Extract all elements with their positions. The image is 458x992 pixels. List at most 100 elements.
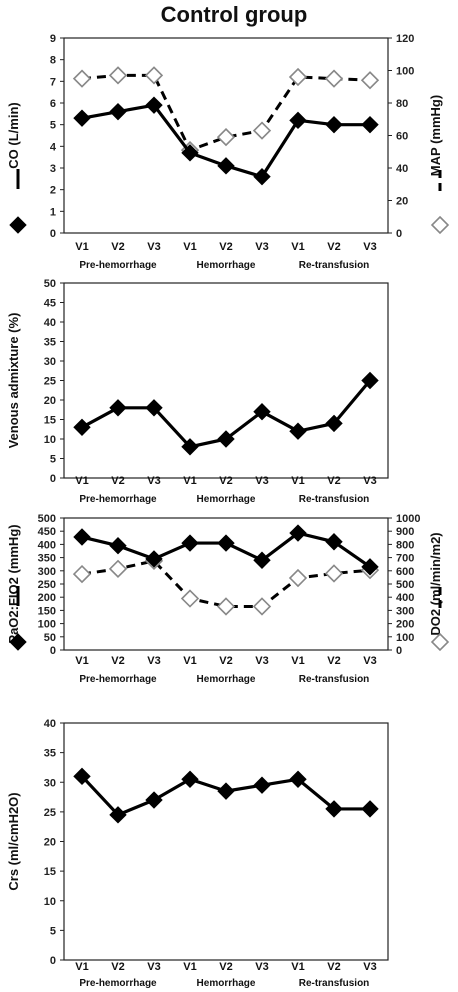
filled-diamond-point	[217, 534, 235, 552]
y2-tick-label: 0	[396, 645, 402, 657]
y2-tick-label: 100	[396, 632, 414, 644]
x-tick-label: V1	[75, 241, 88, 253]
x-tick-label: V3	[147, 961, 160, 973]
filled-diamond-point	[289, 422, 307, 440]
x-tick-label: V1	[291, 241, 304, 253]
filled-diamond-point	[145, 96, 163, 114]
open-diamond-point	[324, 69, 344, 88]
y-tick-label: 0	[50, 955, 56, 967]
x-tick-label: V1	[183, 961, 196, 973]
phase-label: Pre-hemorrhage	[79, 260, 157, 271]
y-tick-label: 5	[50, 925, 56, 937]
x-tick-label: V2	[219, 475, 232, 487]
x-tick-label: V2	[111, 475, 124, 487]
phase-label: Re-transfusion	[299, 494, 370, 505]
y2-tick-label: 600	[396, 566, 414, 578]
legend-open-diamond-icon	[430, 632, 450, 652]
y-tick-label: 15	[44, 415, 56, 427]
filled-diamond-point	[253, 402, 271, 421]
y-tick-label: 0	[50, 228, 56, 240]
x-tick-label: V2	[327, 241, 340, 253]
y-tick-label: 0	[50, 473, 56, 485]
x-tick-label: V1	[291, 475, 304, 487]
open-diamond-point	[72, 69, 92, 88]
phase-label: Pre-hemorrhage	[79, 674, 157, 685]
y-tick-label: 30	[44, 777, 56, 789]
y-tick-label: 4	[50, 141, 57, 153]
open-diamond-point	[288, 67, 308, 87]
y2-tick-label: 40	[396, 163, 408, 175]
y2-tick-label: 900	[396, 526, 414, 538]
y-tick-label: 30	[44, 356, 56, 368]
phase-label: Pre-hemorrhage	[79, 494, 157, 505]
y-tick-label: 150	[38, 605, 56, 617]
x-tick-label: V3	[363, 961, 376, 973]
open-diamond-point	[72, 564, 92, 584]
filled-diamond-point	[181, 144, 199, 162]
y-tick-label: 300	[38, 566, 56, 578]
filled-diamond-point	[181, 770, 199, 788]
filled-diamond-point	[289, 524, 307, 542]
y-tick-label: 25	[44, 807, 56, 819]
y-tick-label: 10	[44, 896, 56, 908]
x-tick-label: V3	[255, 655, 268, 667]
dashed-series-line	[81, 559, 371, 608]
filled-diamond-point	[217, 430, 235, 448]
x-tick-label: V1	[75, 961, 88, 973]
y2-tick-label: 20	[396, 196, 408, 208]
y-axis-label: Crs (ml/cmH2O)	[6, 792, 21, 890]
open-diamond-point	[108, 559, 128, 578]
y2-axis-label: DO2 (ml/min/m2)	[428, 532, 443, 635]
phase-label: Hemorrhage	[197, 260, 256, 271]
y-tick-label: 45	[44, 298, 56, 310]
open-diamond-point	[252, 597, 272, 616]
filled-diamond-point	[73, 418, 91, 437]
x-tick-label: V3	[363, 241, 376, 253]
y2-tick-label: 300	[396, 605, 414, 617]
chart-panel-4: 0 5 10 15 20 25 30 35 40 V1 V2 V3 V1 V2 V3 V1 V2 V3 Pre-he…	[6, 718, 389, 989]
open-diamond-point	[252, 121, 272, 140]
y2-tick-label: 0	[396, 228, 402, 240]
y-tick-label: 2	[50, 185, 56, 197]
plot-frame	[63, 282, 389, 479]
filled-diamond-point	[217, 157, 235, 175]
open-diamond-point	[108, 66, 128, 85]
x-tick-label: V3	[147, 475, 160, 487]
y-tick-label: 8	[50, 55, 56, 67]
filled-diamond-point	[109, 102, 127, 121]
phase-label: Pre-hemorrhage	[79, 978, 157, 989]
y-tick-label: 20	[44, 395, 56, 407]
y-axis-label: Venous admixture (%)	[6, 313, 21, 449]
y2-tick-label: 120	[396, 33, 414, 45]
open-diamond-point	[216, 127, 236, 147]
y-tick-label: 250	[38, 579, 56, 591]
x-tick-label: V3	[255, 241, 268, 253]
y-tick-label: 5	[50, 454, 56, 466]
filled-diamond-point	[217, 782, 235, 800]
y-tick-label: 400	[38, 539, 56, 551]
y-tick-label: 9	[50, 33, 56, 45]
filled-diamond-point	[325, 414, 343, 433]
x-tick-label: V1	[183, 475, 196, 487]
filled-diamond-point	[181, 534, 199, 552]
y2-axis-label: MAP (mmHg)	[428, 95, 443, 176]
filled-diamond-point	[145, 399, 163, 417]
x-tick-label: V1	[291, 961, 304, 973]
open-diamond-point	[144, 66, 164, 85]
filled-diamond-point	[361, 558, 379, 576]
y2-tick-label: 700	[396, 553, 414, 565]
y-tick-label: 40	[44, 317, 56, 329]
phase-label: Re-transfusion	[299, 260, 370, 271]
open-diamond-point	[180, 589, 200, 608]
x-tick-label: V2	[219, 241, 232, 253]
phase-label: Hemorrhage	[197, 674, 256, 685]
y2-tick-label: 80	[396, 98, 408, 110]
filled-diamond-point	[109, 537, 127, 555]
x-tick-label: V3	[147, 655, 160, 667]
filled-diamond-point	[73, 767, 91, 786]
y-tick-label: 50	[44, 278, 56, 290]
y-tick-label: 5	[50, 120, 56, 132]
x-tick-label: V1	[183, 655, 196, 667]
